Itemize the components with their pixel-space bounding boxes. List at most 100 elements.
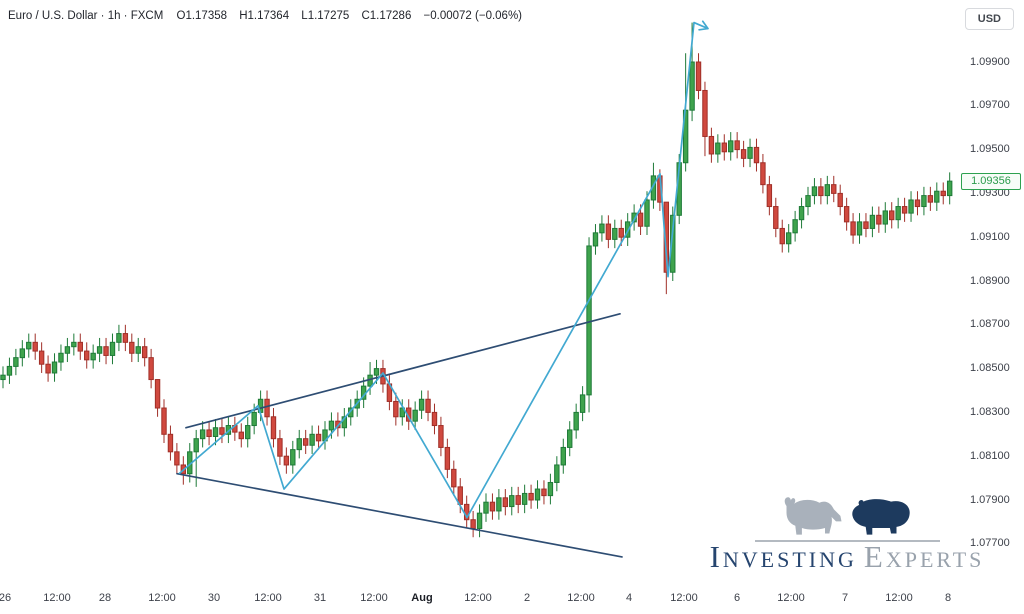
candle-up bbox=[116, 333, 122, 343]
price-tick-label: 1.09700 bbox=[970, 99, 1010, 112]
candle-down bbox=[901, 206, 908, 214]
candle-up bbox=[90, 352, 96, 361]
logo-word-investing: Investing bbox=[709, 538, 857, 574]
candle-up bbox=[792, 219, 798, 234]
candle-down bbox=[141, 346, 148, 359]
zigzag-wave-drawing[interactable] bbox=[178, 22, 695, 519]
candle-down bbox=[843, 206, 850, 223]
candle-up bbox=[869, 214, 876, 229]
time-tick-label: 7 bbox=[841, 592, 849, 604]
candle-up bbox=[547, 481, 554, 497]
candle-up bbox=[599, 223, 605, 234]
candle-down bbox=[470, 519, 476, 529]
candle-down bbox=[541, 488, 547, 497]
time-tick-label: 31 bbox=[313, 592, 327, 604]
price-tick-label: 1.09500 bbox=[970, 143, 1010, 156]
bear-icon bbox=[852, 499, 910, 535]
candle-down bbox=[702, 89, 708, 137]
candle-up bbox=[109, 341, 116, 356]
candle-down bbox=[219, 427, 225, 435]
candle-up bbox=[509, 495, 515, 508]
time-tick-label: 28 bbox=[98, 592, 112, 604]
candle-down bbox=[863, 221, 869, 229]
candle-up bbox=[805, 195, 811, 208]
legend-high-value: H1.17364 bbox=[239, 10, 290, 22]
price-axis[interactable]: 1.09900 1.09700 1.09500 1.09300 1.09100 1.089… bbox=[960, 0, 1024, 585]
candle-up bbox=[689, 61, 695, 111]
candle-down bbox=[167, 433, 174, 453]
candle-down bbox=[270, 416, 277, 440]
candle-up bbox=[785, 232, 792, 245]
candle-down bbox=[695, 61, 702, 91]
candle-down bbox=[850, 221, 856, 236]
candle-down bbox=[444, 446, 451, 470]
symbol-title[interactable]: Euro / U.S. Dollar · 1h · FXCM bbox=[8, 10, 164, 22]
candle-up bbox=[0, 374, 6, 381]
candle-up bbox=[612, 227, 618, 240]
price-tick-label: 1.08700 bbox=[970, 318, 1010, 331]
candle-up bbox=[199, 429, 206, 440]
candle-down bbox=[431, 411, 438, 427]
candlestick-plot[interactable] bbox=[0, 0, 960, 585]
candle-up bbox=[644, 199, 650, 227]
investing-experts-watermark: Investing Experts bbox=[702, 495, 992, 572]
candle-up bbox=[579, 394, 586, 413]
currency-unit-button[interactable]: USD bbox=[964, 8, 1014, 30]
candle-down bbox=[174, 451, 180, 466]
candle-up bbox=[309, 433, 315, 446]
candle-down bbox=[38, 350, 45, 365]
symbol-legend[interactable]: Euro / U.S. Dollar · 1h · FXCM O1.17358 … bbox=[8, 10, 531, 22]
candle-up bbox=[476, 512, 483, 529]
time-tick-label: 30 bbox=[207, 592, 221, 604]
time-tick-label: 2 bbox=[523, 592, 531, 604]
candle-down bbox=[708, 135, 715, 155]
candle-up bbox=[64, 346, 71, 354]
candle-up bbox=[592, 232, 599, 247]
bull-bear-logo-icon bbox=[784, 497, 910, 535]
candle-down bbox=[914, 199, 921, 208]
candle-up bbox=[534, 488, 541, 501]
lower-trendline[interactable] bbox=[176, 472, 623, 558]
candle-down bbox=[876, 214, 882, 225]
candle-up bbox=[934, 190, 940, 203]
candle-down bbox=[489, 501, 496, 512]
candle-down bbox=[32, 341, 38, 352]
up-arrow-drawing[interactable] bbox=[693, 20, 709, 31]
candle-down bbox=[148, 357, 154, 381]
candle-down bbox=[779, 227, 785, 245]
candle-down bbox=[766, 184, 773, 208]
price-tick-label: 1.08300 bbox=[970, 405, 1010, 418]
candle-up bbox=[341, 416, 348, 429]
candle-up bbox=[586, 245, 592, 396]
candle-down bbox=[637, 212, 644, 227]
candle-down bbox=[393, 400, 399, 418]
time-tick-label: 26 bbox=[0, 592, 12, 604]
candle-down bbox=[753, 146, 760, 164]
candle-down bbox=[502, 497, 509, 508]
candle-up bbox=[496, 497, 502, 512]
candle-up bbox=[96, 346, 103, 354]
candle-up bbox=[51, 361, 58, 374]
candle-down bbox=[451, 468, 457, 488]
candle-up bbox=[71, 341, 77, 348]
candle-up bbox=[895, 206, 901, 221]
candle-up bbox=[824, 184, 831, 197]
candle-up bbox=[245, 425, 251, 440]
candle-down bbox=[837, 192, 843, 208]
price-tick-label: 1.08500 bbox=[970, 362, 1010, 375]
time-tick-label: 12:00 bbox=[567, 592, 595, 604]
candle-down bbox=[818, 186, 824, 197]
candle-down bbox=[831, 184, 837, 194]
candle-up bbox=[483, 501, 489, 514]
candle-up bbox=[521, 492, 528, 505]
candle-up bbox=[193, 438, 199, 453]
candle-up bbox=[251, 411, 257, 427]
price-tick-label: 1.08100 bbox=[970, 449, 1010, 462]
time-tick-label: 12:00 bbox=[464, 592, 492, 604]
legend-low-value: L1.17275 bbox=[301, 10, 350, 22]
time-tick-label: 12:00 bbox=[148, 592, 176, 604]
current-price-label: 1.09356 bbox=[961, 172, 1021, 190]
time-axis[interactable]: 26 12:00 28 12:00 30 12:00 31 12:00 Aug 12:00 2 12:… bbox=[0, 585, 1024, 614]
candle-down bbox=[77, 341, 83, 352]
candle-up bbox=[135, 346, 141, 354]
